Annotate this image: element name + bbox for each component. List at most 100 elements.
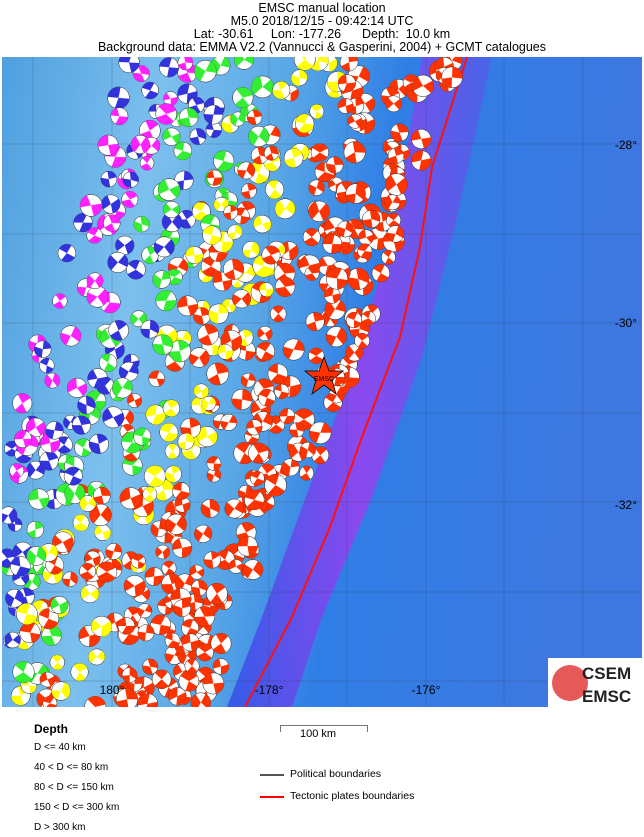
beachball bbox=[72, 514, 90, 532]
beachball bbox=[163, 91, 178, 106]
beachball bbox=[361, 310, 376, 326]
seismicity-map[interactable]: EMSC 180° -178° -176° -28° -30° -32° CSE… bbox=[2, 57, 642, 707]
beachball bbox=[80, 584, 100, 604]
beachball bbox=[172, 537, 193, 558]
beachball bbox=[283, 148, 304, 168]
beachball bbox=[102, 406, 125, 429]
beachball bbox=[386, 212, 402, 228]
beachball bbox=[206, 582, 228, 605]
beachball bbox=[42, 695, 58, 707]
beachball bbox=[52, 531, 74, 553]
beachball bbox=[150, 614, 172, 636]
beachball bbox=[44, 372, 61, 389]
beachball bbox=[10, 556, 31, 577]
trench bbox=[227, 57, 492, 707]
beachball bbox=[189, 347, 210, 368]
beachball bbox=[233, 57, 254, 70]
title: EMSC manual location bbox=[258, 1, 386, 15]
beachball bbox=[345, 183, 366, 204]
beachball bbox=[88, 433, 109, 454]
beachball bbox=[127, 393, 143, 408]
beachball bbox=[79, 563, 97, 580]
beachball bbox=[279, 408, 296, 425]
beachball bbox=[86, 227, 103, 244]
beachball bbox=[237, 535, 258, 557]
beachball bbox=[139, 155, 155, 171]
beachball bbox=[79, 194, 103, 217]
beachball bbox=[362, 209, 381, 229]
beachball bbox=[189, 128, 207, 145]
beachball bbox=[141, 81, 159, 100]
beachball bbox=[77, 395, 96, 415]
political-boundary-label: Political boundaries bbox=[290, 768, 382, 780]
beachball bbox=[4, 631, 21, 649]
beachball bbox=[337, 220, 354, 238]
beachball bbox=[206, 169, 223, 186]
beachball bbox=[385, 173, 408, 196]
beachball bbox=[217, 344, 234, 360]
beachball bbox=[274, 383, 290, 400]
beachball bbox=[2, 506, 18, 525]
beachball bbox=[203, 104, 224, 125]
svg-text:CSEM: CSEM bbox=[582, 664, 631, 683]
beachball bbox=[60, 325, 82, 347]
beachball bbox=[240, 372, 256, 388]
beachball bbox=[305, 312, 325, 331]
beachball bbox=[299, 465, 315, 481]
beachball bbox=[177, 57, 194, 71]
beachball bbox=[173, 141, 193, 161]
beachball bbox=[49, 654, 65, 671]
beachball bbox=[384, 194, 401, 211]
lon-label: 180° bbox=[100, 683, 125, 697]
beachball bbox=[108, 320, 129, 341]
beachball bbox=[172, 482, 191, 500]
beachball bbox=[86, 272, 104, 290]
beachball bbox=[244, 489, 265, 511]
beachball bbox=[96, 561, 118, 583]
beachball bbox=[151, 669, 172, 690]
beachball bbox=[159, 422, 179, 442]
beachball bbox=[200, 499, 220, 518]
beachball bbox=[270, 305, 287, 323]
beachball bbox=[115, 235, 135, 255]
beachball bbox=[223, 205, 239, 220]
event-magnitude-time: M5.0 2018/12/15 - 09:42:14 UTC bbox=[230, 14, 414, 28]
beachball bbox=[143, 465, 166, 488]
beachball bbox=[358, 229, 374, 246]
beachball bbox=[164, 632, 181, 649]
depth-class: D <= 40 km bbox=[34, 742, 86, 753]
beachball bbox=[337, 74, 356, 93]
beachball bbox=[326, 156, 344, 174]
beachball bbox=[242, 559, 264, 580]
beachball bbox=[386, 225, 405, 243]
beachball bbox=[62, 571, 78, 587]
beachball bbox=[118, 57, 140, 74]
beachball bbox=[293, 57, 316, 71]
beachball bbox=[227, 224, 243, 240]
beachball bbox=[246, 419, 263, 436]
beachball bbox=[308, 200, 330, 222]
beachball bbox=[165, 513, 187, 535]
beachball bbox=[274, 198, 296, 220]
beachball bbox=[26, 546, 47, 566]
beachball bbox=[137, 693, 159, 707]
beachball bbox=[184, 658, 200, 674]
beachball bbox=[148, 370, 165, 388]
beachball bbox=[168, 687, 187, 706]
beachball bbox=[339, 57, 359, 72]
beachball bbox=[249, 470, 265, 486]
beachball bbox=[194, 59, 217, 83]
beachball bbox=[345, 311, 363, 329]
beachball bbox=[206, 362, 229, 386]
beachball bbox=[39, 451, 59, 471]
beachball bbox=[145, 404, 166, 425]
beachball bbox=[224, 498, 245, 519]
beachball bbox=[9, 463, 25, 479]
epicenter-star[interactable]: EMSC bbox=[303, 355, 345, 396]
beachball bbox=[66, 377, 88, 398]
beachball bbox=[308, 347, 325, 365]
beachball bbox=[103, 214, 121, 232]
scale-label: 100 km bbox=[300, 728, 337, 740]
beachball bbox=[265, 179, 285, 200]
beachball bbox=[38, 608, 60, 630]
